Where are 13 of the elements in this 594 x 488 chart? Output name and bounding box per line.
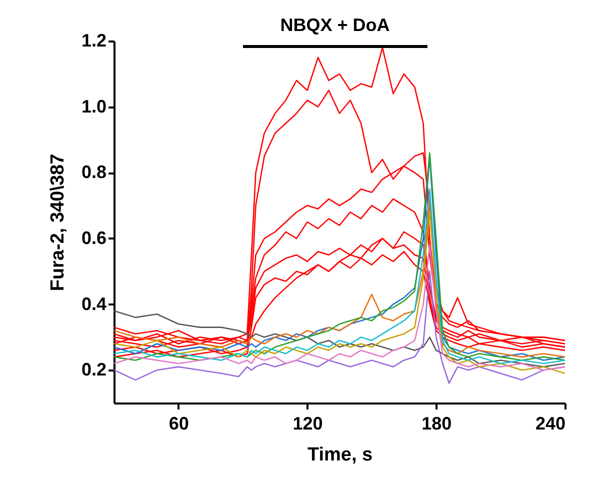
text: NBQX + DoA xyxy=(280,15,390,35)
y-tick-label: 0.6 xyxy=(81,228,106,248)
y-tick-label: 0.4 xyxy=(81,294,106,314)
x-tick-label: 120 xyxy=(292,414,323,434)
x-tick-label: 180 xyxy=(422,414,452,434)
y-axis-title: Fura-2, 340\387 xyxy=(47,154,68,292)
x-tick-label: 60 xyxy=(168,414,189,434)
y-tick-label: 0.2 xyxy=(81,360,106,380)
x-tick-label: 240 xyxy=(535,414,566,434)
x-axis-title: Time, s xyxy=(307,444,373,466)
y-tick-label: 0.8 xyxy=(81,162,106,182)
y-tick-label: 1.0 xyxy=(81,96,106,116)
y-tick-label: 1.2 xyxy=(81,30,106,50)
